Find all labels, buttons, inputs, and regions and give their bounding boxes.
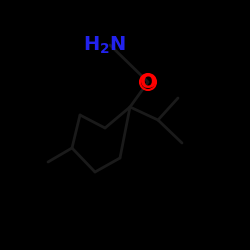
- Text: $\mathregular{H_2N}$: $\mathregular{H_2N}$: [84, 34, 126, 56]
- Text: O: O: [140, 72, 156, 92]
